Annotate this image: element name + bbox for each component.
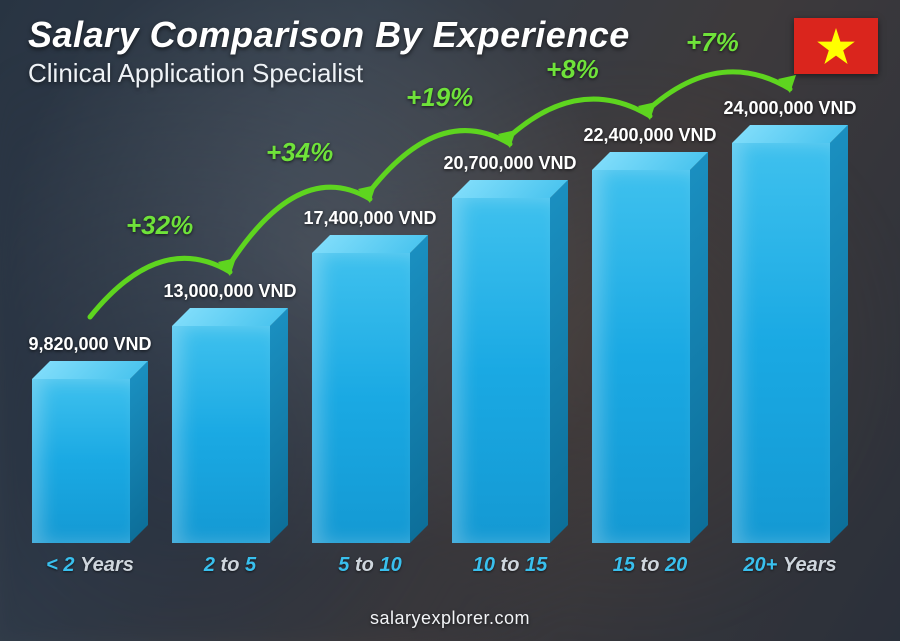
category-label: < 2 Years	[46, 554, 134, 577]
increment-label: +32%	[126, 210, 193, 241]
bar-wrap: 24,000,000 VND20+ Years	[720, 123, 860, 543]
increment-label: +19%	[406, 82, 473, 113]
chart-title: Salary Comparison By Experience	[28, 14, 630, 56]
value-label: 9,820,000 VND	[28, 334, 151, 355]
category-label: 20+ Years	[743, 554, 836, 577]
category-label: 10 to 15	[473, 554, 548, 577]
category-label: 15 to 20	[613, 554, 688, 577]
footer-attribution: salaryexplorer.com	[0, 608, 900, 629]
bar	[452, 180, 568, 543]
category-label: 2 to 5	[204, 554, 256, 577]
bars-container: 9,820,000 VND< 2 Years13,000,000 VND2 to…	[20, 123, 860, 543]
bar	[32, 361, 148, 543]
bar	[732, 125, 848, 543]
bar	[172, 308, 288, 543]
chart-subtitle: Clinical Application Specialist	[28, 58, 363, 89]
category-label: 5 to 10	[338, 554, 401, 577]
increment-label: +34%	[266, 137, 333, 168]
bar-chart: 9,820,000 VND< 2 Years13,000,000 VND2 to…	[20, 100, 860, 581]
chart-stage: Salary Comparison By Experience Clinical…	[0, 0, 900, 641]
increment-label: +7%	[686, 27, 739, 58]
bar-wrap: 22,400,000 VND15 to 20	[580, 123, 720, 543]
increment-label: +8%	[546, 54, 599, 85]
bar	[592, 152, 708, 543]
